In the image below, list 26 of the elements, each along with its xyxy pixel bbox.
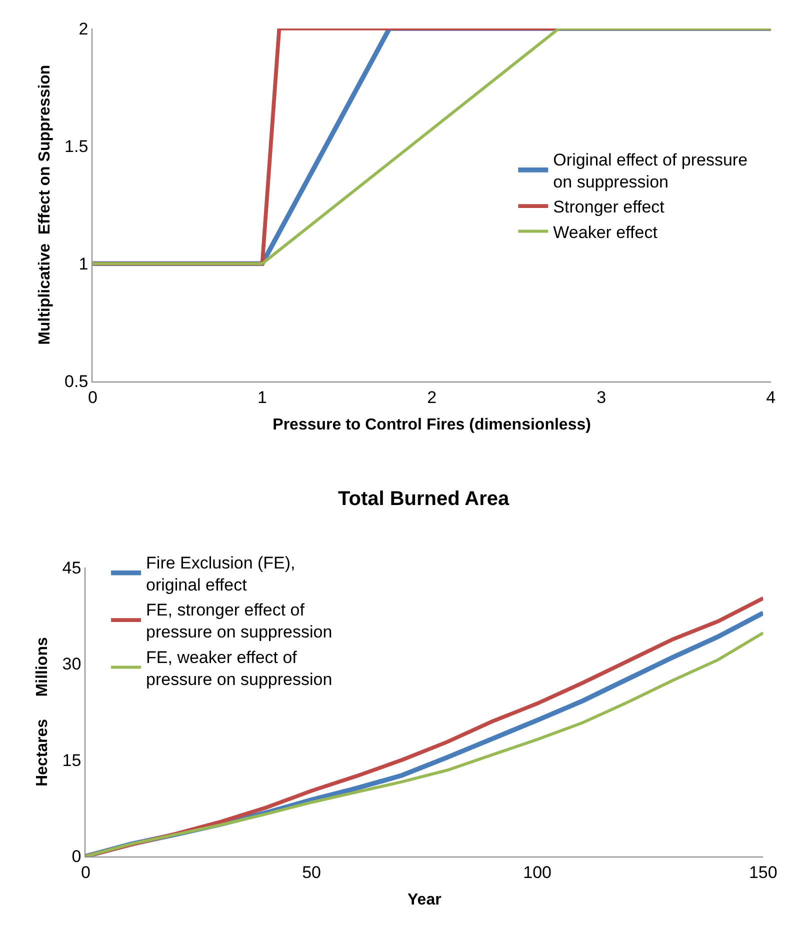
y-axis-title: Multiplicative Effect on Suppression bbox=[36, 64, 54, 345]
legend-label: Stronger effect bbox=[553, 198, 665, 217]
x-tick-label: 150 bbox=[748, 862, 778, 882]
x-tick-label: 2 bbox=[427, 388, 437, 407]
x-axis-title: Pressure to Control Fires (dimensionless) bbox=[272, 416, 591, 434]
chart-title: Total Burned Area bbox=[338, 488, 510, 510]
y-tick-label: 1.5 bbox=[64, 136, 88, 156]
legend-label: Weaker effect bbox=[553, 222, 658, 242]
y-tick-label: 0 bbox=[72, 847, 82, 866]
y-tick-label: 1 bbox=[78, 254, 88, 274]
y-tick-label: 0.5 bbox=[64, 372, 88, 392]
legend-label: FE, weaker effect of pressure on suppression bbox=[146, 648, 332, 689]
y-tick-label: 45 bbox=[62, 558, 82, 578]
x-tick-label: 100 bbox=[523, 862, 552, 882]
y-tick-label: 15 bbox=[62, 750, 82, 770]
y-tick-label: 2 bbox=[78, 19, 88, 38]
legend-label: Fire Exclusion (FE), original effect bbox=[146, 553, 296, 595]
legend-label: FE, stronger effect of pressure on suppression bbox=[146, 600, 332, 642]
x-tick-label: 3 bbox=[596, 388, 606, 407]
y-tick-label: 30 bbox=[62, 654, 82, 674]
x-tick-label: 50 bbox=[302, 862, 321, 882]
legend-label: Original effect of pressure on suppression bbox=[553, 150, 748, 192]
y-axis-title: Hectares Millions bbox=[34, 637, 52, 787]
x-axis-title: Year bbox=[408, 891, 442, 908]
x-tick-label: 1 bbox=[258, 388, 267, 407]
x-tick-label: 4 bbox=[766, 388, 776, 407]
